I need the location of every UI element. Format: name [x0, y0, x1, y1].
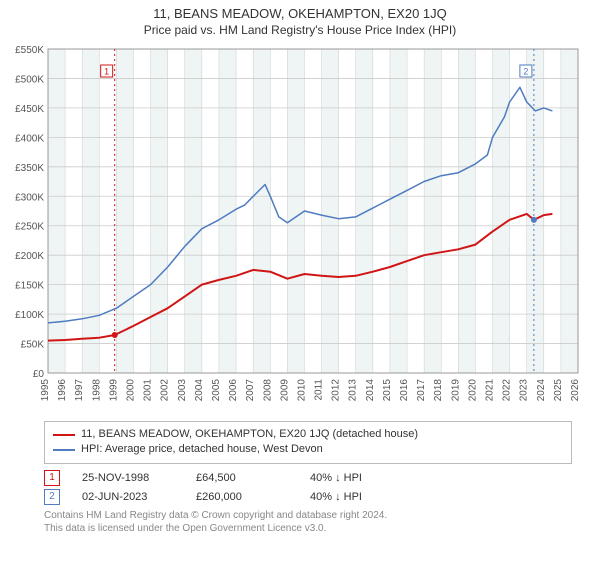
- svg-text:2018: 2018: [433, 379, 444, 402]
- svg-text:2026: 2026: [570, 379, 581, 402]
- sales-table: 1 25-NOV-1998 £64,500 40% ↓ HPI 2 02-JUN…: [44, 470, 572, 505]
- svg-text:2017: 2017: [416, 379, 427, 402]
- svg-text:£200K: £200K: [15, 251, 44, 262]
- svg-text:2004: 2004: [194, 379, 205, 402]
- svg-text:2014: 2014: [365, 379, 376, 402]
- sale-marker-1: 1: [44, 470, 60, 486]
- svg-text:2: 2: [523, 67, 528, 77]
- svg-text:£350K: £350K: [15, 163, 44, 174]
- attribution: Contains HM Land Registry data © Crown c…: [44, 509, 572, 535]
- svg-text:£300K: £300K: [15, 192, 44, 203]
- svg-text:1996: 1996: [57, 379, 68, 402]
- svg-text:1997: 1997: [74, 379, 85, 402]
- line-chart: £550K £500K £450K £400K £350K £300K £250K £200K…: [0, 41, 600, 413]
- svg-text:2010: 2010: [296, 379, 307, 402]
- legend-swatch-property: [53, 434, 75, 436]
- attribution-line-2: This data is licensed under the Open Gov…: [44, 522, 572, 535]
- svg-text:1999: 1999: [108, 379, 119, 402]
- svg-text:1998: 1998: [91, 379, 102, 402]
- attribution-line-1: Contains HM Land Registry data © Crown c…: [44, 509, 572, 522]
- legend-label-hpi: HPI: Average price, detached house, West…: [81, 442, 323, 457]
- sale-row-2: 2 02-JUN-2023 £260,000 40% ↓ HPI: [44, 489, 572, 505]
- svg-text:£500K: £500K: [15, 74, 44, 85]
- legend-label-property: 11, BEANS MEADOW, OKEHAMPTON, EX20 1JQ (…: [81, 427, 418, 442]
- svg-text:£150K: £150K: [15, 281, 44, 292]
- svg-text:2006: 2006: [228, 379, 239, 402]
- svg-text:2002: 2002: [160, 379, 171, 402]
- svg-text:£400K: £400K: [15, 133, 44, 144]
- svg-text:2007: 2007: [245, 379, 256, 402]
- svg-text:2008: 2008: [262, 379, 273, 402]
- svg-text:2001: 2001: [143, 379, 154, 402]
- svg-text:£50K: £50K: [21, 340, 45, 351]
- svg-text:2022: 2022: [502, 379, 513, 402]
- svg-text:2019: 2019: [450, 379, 461, 402]
- sale-row-1: 1 25-NOV-1998 £64,500 40% ↓ HPI: [44, 470, 572, 486]
- svg-text:2024: 2024: [536, 379, 547, 402]
- svg-text:2009: 2009: [279, 379, 290, 402]
- sale-diff-1: 40% ↓ HPI: [310, 472, 402, 484]
- sale-price-2: £260,000: [196, 491, 288, 503]
- svg-text:2025: 2025: [553, 379, 564, 402]
- legend-swatch-hpi: [53, 449, 75, 451]
- svg-text:2000: 2000: [125, 379, 136, 402]
- legend: 11, BEANS MEADOW, OKEHAMPTON, EX20 1JQ (…: [44, 421, 572, 464]
- legend-row-property: 11, BEANS MEADOW, OKEHAMPTON, EX20 1JQ (…: [53, 427, 563, 442]
- legend-row-hpi: HPI: Average price, detached house, West…: [53, 442, 563, 457]
- chart-title: 11, BEANS MEADOW, OKEHAMPTON, EX20 1JQ: [0, 6, 600, 21]
- svg-text:£100K: £100K: [15, 310, 44, 321]
- svg-text:2005: 2005: [211, 379, 222, 402]
- svg-text:2013: 2013: [348, 379, 359, 402]
- svg-text:£250K: £250K: [15, 222, 44, 233]
- svg-text:1: 1: [104, 67, 109, 77]
- svg-text:2020: 2020: [467, 379, 478, 402]
- svg-text:2012: 2012: [331, 379, 342, 402]
- chart-area: £550K £500K £450K £400K £350K £300K £250K £200K…: [0, 41, 600, 413]
- svg-text:2021: 2021: [485, 379, 496, 402]
- svg-text:2015: 2015: [382, 379, 393, 402]
- sale-date-1: 25-NOV-1998: [82, 472, 174, 484]
- sale-marker-2: 2: [44, 489, 60, 505]
- svg-text:£450K: £450K: [15, 104, 44, 115]
- svg-text:1995: 1995: [40, 379, 51, 402]
- svg-text:£0: £0: [33, 369, 45, 380]
- svg-text:£550K: £550K: [15, 45, 44, 56]
- svg-text:2023: 2023: [519, 379, 530, 402]
- sale-diff-2: 40% ↓ HPI: [310, 491, 402, 503]
- sale-date-2: 02-JUN-2023: [82, 491, 174, 503]
- svg-text:2003: 2003: [177, 379, 188, 402]
- svg-text:2011: 2011: [314, 379, 325, 401]
- chart-subtitle: Price paid vs. HM Land Registry's House …: [0, 23, 600, 37]
- svg-text:2016: 2016: [399, 379, 410, 402]
- sale-price-1: £64,500: [196, 472, 288, 484]
